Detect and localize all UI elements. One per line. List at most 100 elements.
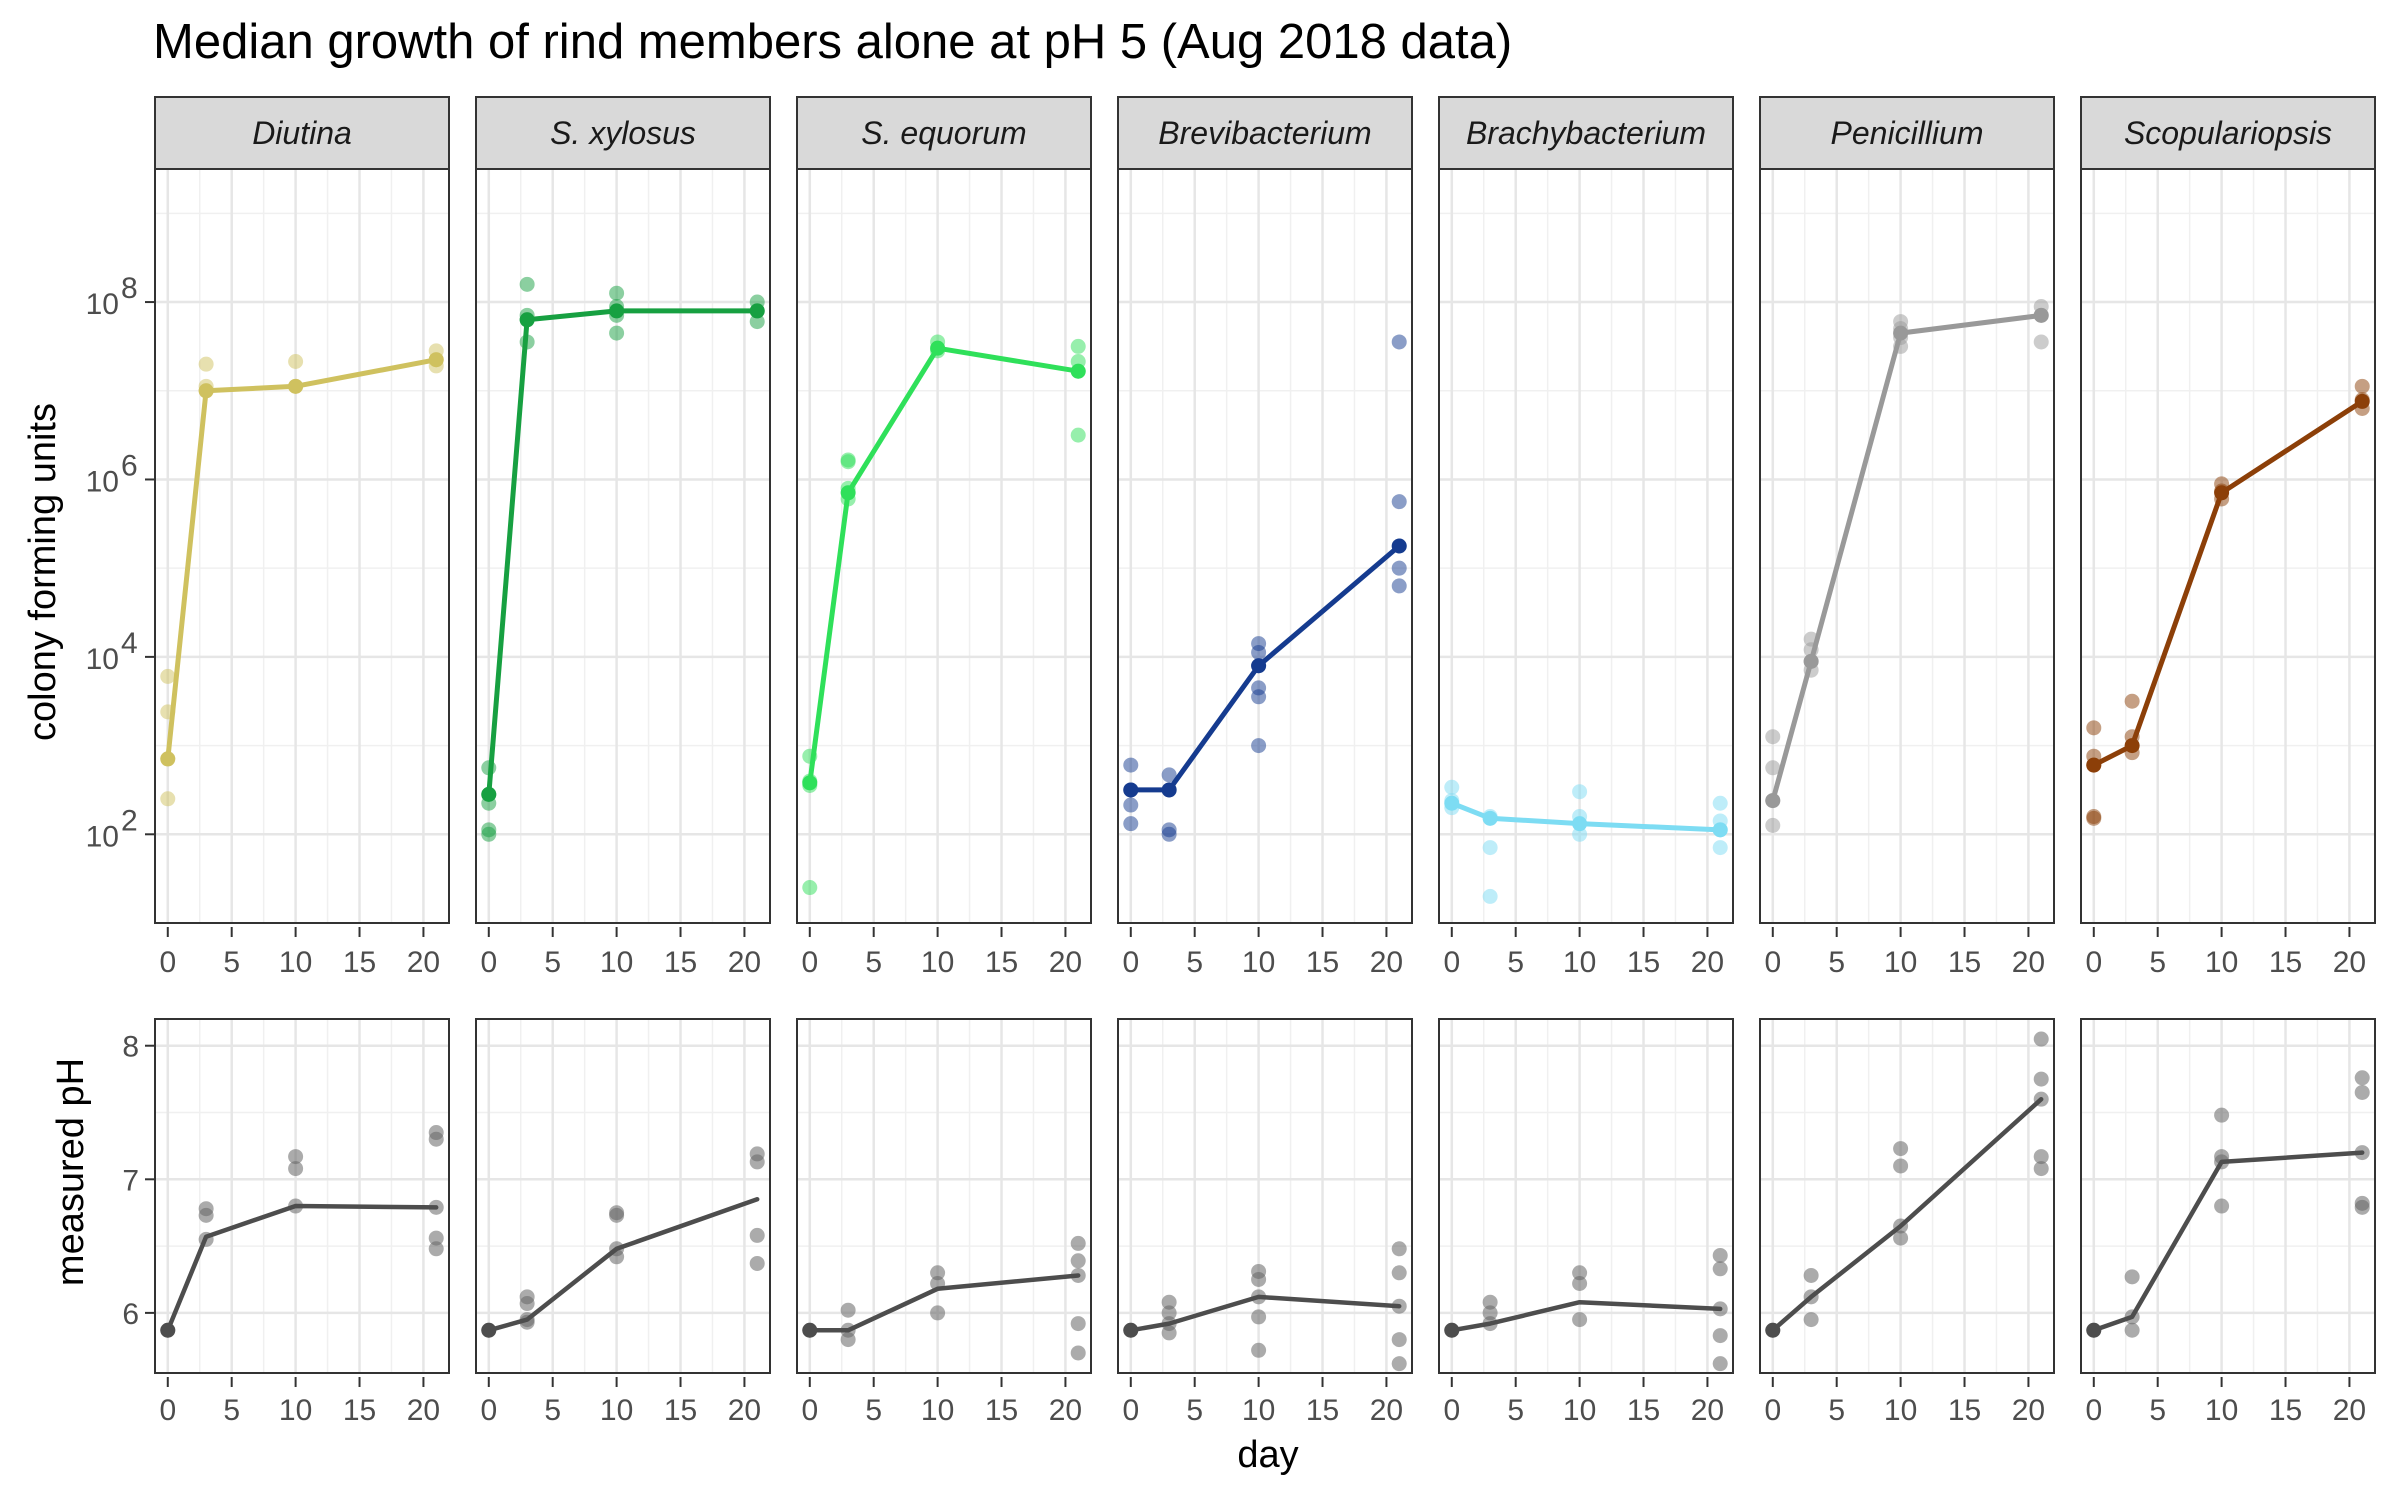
cfu-point <box>2354 378 2370 394</box>
cfu-point <box>1391 334 1407 350</box>
cfu-median-line <box>1770 312 2044 804</box>
ph-point <box>840 1302 856 1318</box>
x-tick-label: 0 <box>801 1394 818 1427</box>
cfu-point <box>1572 784 1588 800</box>
cfu-point <box>481 826 497 842</box>
x-tick-label: 10 <box>921 946 954 979</box>
ph-point <box>428 1241 444 1257</box>
top-panel-border <box>1759 168 2055 924</box>
facet-6: Scopulariopsis 0 5 10 15 20 0 5 10 15 20 <box>2080 96 2376 1427</box>
ph-point <box>1391 1356 1407 1372</box>
ph-point <box>1803 1312 1819 1328</box>
top-panel-border <box>475 168 771 924</box>
cfu-median-point <box>428 352 444 368</box>
cfu-point <box>749 314 765 330</box>
ph-point <box>930 1265 946 1281</box>
facet-label: Penicillium <box>1831 115 1984 151</box>
x-tick-label: 0 <box>1122 946 1139 979</box>
cfu-point <box>288 353 304 369</box>
x-tick-label: 5 <box>223 1394 240 1427</box>
cfu-median-point <box>1482 810 1498 826</box>
bottom-panel: 0 5 10 15 20 <box>1438 1018 1734 1427</box>
x-tick-label: 10 <box>2205 1394 2238 1427</box>
x-tick-label: 5 <box>865 946 882 979</box>
ph-median-point <box>802 1322 818 1338</box>
top-panel-background <box>1118 169 1412 923</box>
cfu-point <box>802 880 818 896</box>
ph-median-line <box>807 1273 1081 1333</box>
ph-median-point <box>1765 1322 1781 1338</box>
top-panel-background <box>155 169 449 923</box>
y-tick-label: 10 <box>86 288 119 321</box>
x-tick-label: 5 <box>1828 946 1845 979</box>
y-tick-label: 10 <box>86 643 119 676</box>
facet-label: S. xylosus <box>550 115 696 151</box>
ph-point <box>930 1305 946 1321</box>
facet-strip <box>2080 96 2376 170</box>
x-tick-label: 5 <box>544 946 561 979</box>
top-panel: 0 5 10 15 20 <box>1759 168 2055 979</box>
top-panel-border <box>154 168 450 924</box>
x-tick-label: 10 <box>2205 946 2238 979</box>
cfu-median-point <box>1123 782 1139 798</box>
cfu-point <box>1765 729 1781 745</box>
x-tick-label: 20 <box>2333 946 2366 979</box>
facet-5: Penicillium 0 5 10 15 20 0 5 10 15 20 <box>1759 96 2055 1427</box>
cfu-median-point <box>1391 538 1407 554</box>
y-tick-exponent: 4 <box>121 627 138 660</box>
x-tick-label: 20 <box>1691 1394 1724 1427</box>
x-tick-label: 10 <box>1242 946 1275 979</box>
ph-median-line <box>2091 1150 2365 1333</box>
x-tick-label: 10 <box>600 946 633 979</box>
ph-point <box>428 1131 444 1147</box>
cfu-point <box>160 791 176 807</box>
bottom-panel: 0 5 10 15 20 <box>1117 1018 1413 1427</box>
cfu-point <box>1161 767 1177 783</box>
ph-point <box>198 1207 214 1223</box>
ph-point <box>1070 1235 1086 1251</box>
facet-label: Diutina <box>252 115 352 151</box>
ph-point <box>609 1207 625 1223</box>
cfu-median-point <box>802 775 818 791</box>
x-tick-label: 20 <box>407 946 440 979</box>
bottom-panel-data <box>160 1125 444 1338</box>
x-tick-label: 5 <box>1507 946 1524 979</box>
x-tick-label: 20 <box>2012 946 2045 979</box>
x-tick-label: 0 <box>480 1394 497 1427</box>
cfu-median-point <box>1893 325 1909 341</box>
x-tick-label: 0 <box>2085 1394 2102 1427</box>
cfu-median-point <box>1070 363 1086 379</box>
ph-point <box>1391 1332 1407 1348</box>
bottom-y-axis-title: measured pH <box>50 1058 92 1286</box>
ph-median-line <box>165 1203 439 1333</box>
cfu-median-point <box>519 312 535 328</box>
x-tick-label: 0 <box>1764 1394 1781 1427</box>
top-panel-background <box>797 169 1091 923</box>
cfu-point <box>2033 334 2049 350</box>
cfu-median-point <box>840 485 856 501</box>
cfu-point <box>609 325 625 341</box>
cfu-median-line <box>486 308 760 797</box>
top-panel-data <box>160 343 444 807</box>
top-panel-background <box>1760 169 2054 923</box>
chart-title: Median growth of rind members alone at p… <box>153 15 1512 69</box>
cfu-point <box>1391 578 1407 594</box>
top-panel-border <box>796 168 1092 924</box>
facet-3: Brevibacterium 0 5 10 15 20 0 5 10 15 20 <box>1117 96 1413 1427</box>
top-y-axis-title: colony forming units <box>22 403 64 741</box>
ph-point <box>749 1255 765 1271</box>
facet-label: Brevibacterium <box>1158 115 1371 151</box>
facet-strip <box>796 96 1092 170</box>
x-tick-label: 20 <box>728 946 761 979</box>
cfu-median-point <box>1765 793 1781 809</box>
cfu-median-point <box>609 303 625 319</box>
x-tick-label: 0 <box>1443 946 1460 979</box>
facet-1: S. xylosus 0 5 10 15 20 0 5 10 15 20 <box>475 96 771 1427</box>
x-tick-label: 20 <box>1049 1394 1082 1427</box>
ph-point <box>288 1149 304 1165</box>
ph-point <box>1712 1328 1728 1344</box>
cfu-point <box>1765 760 1781 776</box>
x-tick-label: 20 <box>1049 946 1082 979</box>
x-tick-label: 0 <box>159 946 176 979</box>
